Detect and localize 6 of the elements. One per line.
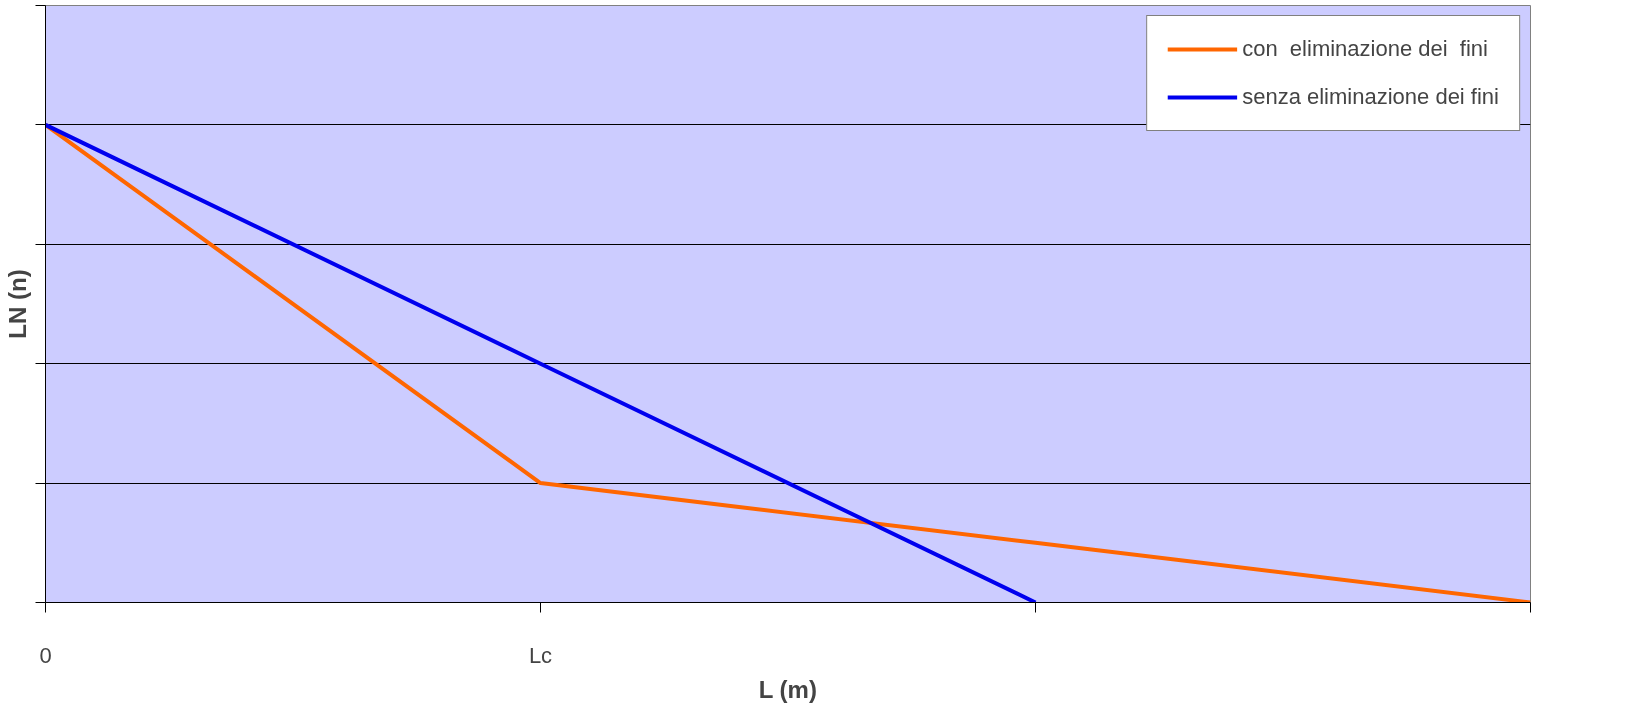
x-axis-title: L (m)	[758, 675, 817, 703]
legend-label: senza eliminazione dei fini	[1242, 84, 1499, 110]
x-tick-label: 0	[39, 642, 52, 668]
x-tick-label: Lc	[528, 642, 553, 668]
y-axis-title: LN (n)	[3, 269, 31, 339]
legend-label: con eliminazione dei fini	[1242, 36, 1488, 62]
